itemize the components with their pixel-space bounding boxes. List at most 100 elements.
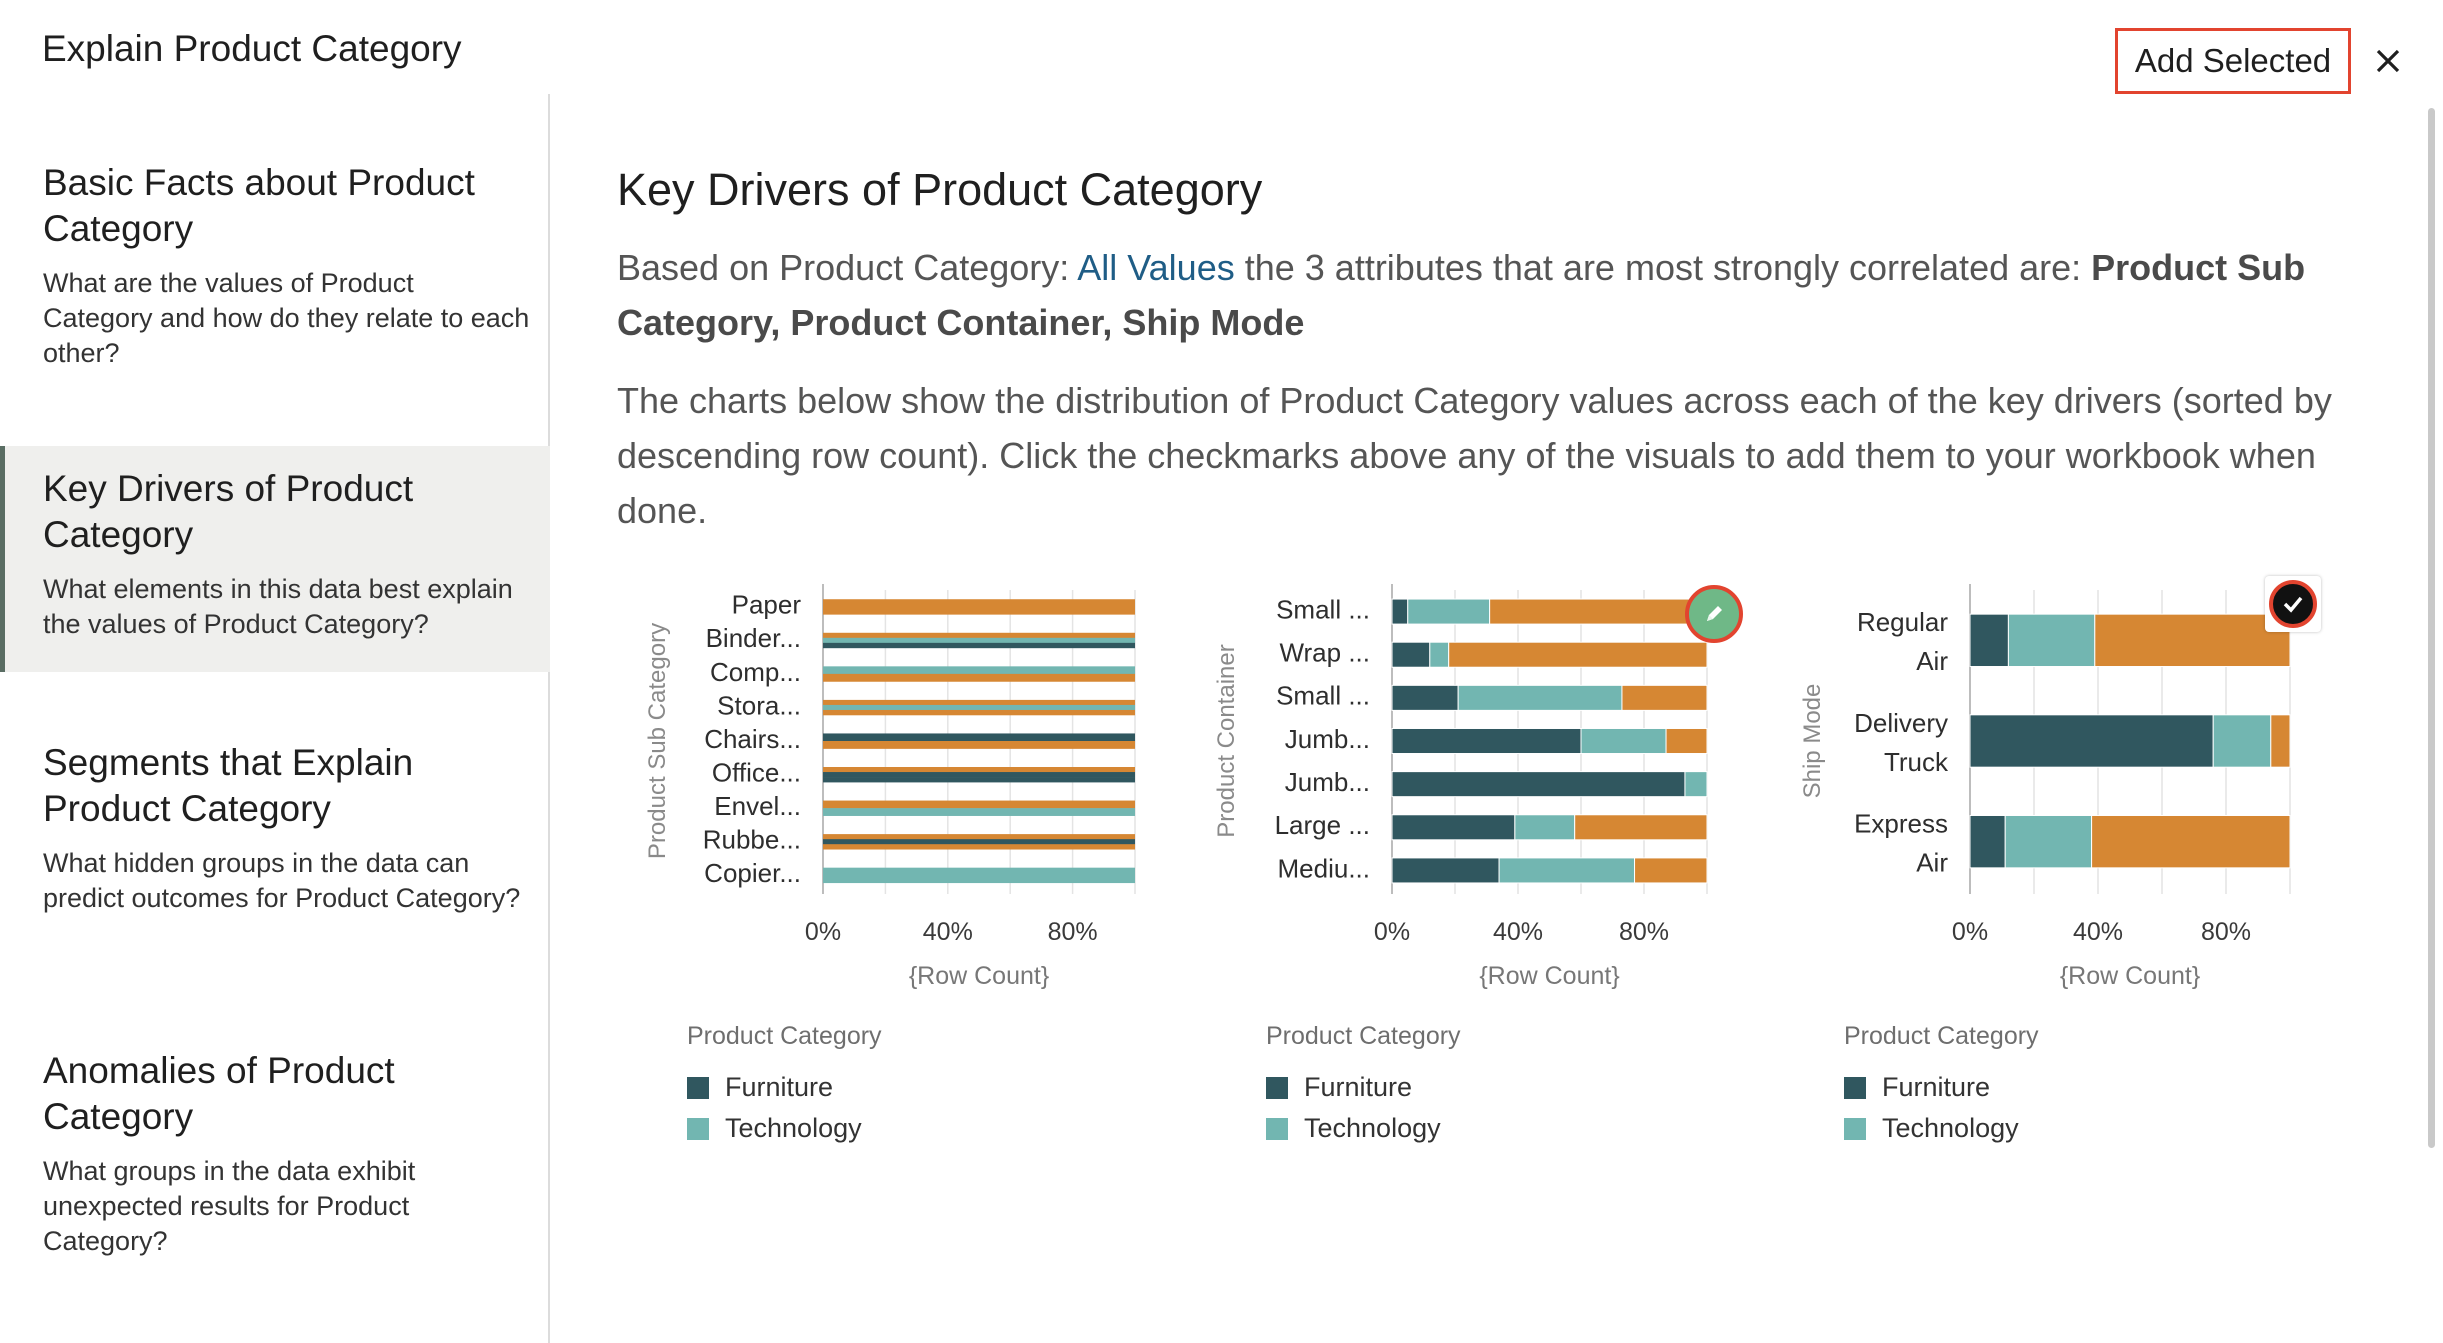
intro-middle: the 3 attributes that are most strongly … xyxy=(1234,247,2092,288)
category-label: Stora... xyxy=(717,690,801,720)
sidebar-item-anomalies[interactable]: Anomalies of Product Category What group… xyxy=(0,1048,550,1259)
scrollbar[interactable] xyxy=(2428,108,2435,1148)
category-label: Chairs... xyxy=(704,724,801,754)
sidebar-item-title: Basic Facts about Product Category xyxy=(43,162,475,249)
bar-segment xyxy=(823,844,1135,850)
x-tick-label: 80% xyxy=(1048,918,1098,946)
bar-segment xyxy=(1391,814,1516,841)
category-label: Envel... xyxy=(714,791,801,821)
edit-pencil-icon[interactable] xyxy=(1685,585,1743,643)
sidebar-item-basic-facts[interactable]: Basic Facts about Product Category What … xyxy=(0,160,550,371)
bar-segment xyxy=(823,767,1135,773)
bar-segment xyxy=(1665,727,1708,755)
legend-item-furniture[interactable]: Furniture xyxy=(1266,1067,1461,1108)
category-label: Small ... xyxy=(1276,594,1370,624)
category-label: Truck xyxy=(1884,747,1949,777)
legend-item-technology[interactable]: Technology xyxy=(1266,1108,1461,1149)
legend-label: Furniture xyxy=(1882,1072,1991,1102)
page-title: Key Drivers of Product Category xyxy=(617,164,1263,215)
category-label: Regular xyxy=(1857,607,1948,637)
bar-segment xyxy=(1489,598,1708,625)
bar-segment xyxy=(823,704,1135,711)
sidebar-item-segments[interactable]: Segments that Explain Product Category W… xyxy=(0,740,550,916)
bar-segment xyxy=(823,741,1135,749)
category-label: Jumb... xyxy=(1285,767,1370,797)
bar-segment xyxy=(2212,714,2272,768)
bar-segment xyxy=(1391,727,1582,755)
checkmark-icon[interactable] xyxy=(2269,580,2317,628)
bar-segment xyxy=(823,637,1135,644)
legend-item-technology[interactable]: Technology xyxy=(1844,1108,2039,1149)
x-tick-label: 80% xyxy=(2201,918,2251,946)
bar-segment xyxy=(823,642,1135,649)
bar-segment xyxy=(1429,641,1450,668)
bar-segment xyxy=(1580,727,1667,755)
bar-segment xyxy=(823,666,1135,675)
category-label: Air xyxy=(1916,848,1948,878)
checkmark-container[interactable] xyxy=(2265,576,2321,632)
legend-label: Technology xyxy=(725,1113,862,1143)
close-icon[interactable] xyxy=(2368,38,2408,84)
swatch xyxy=(1266,1076,1288,1099)
bar-segment xyxy=(2094,613,2291,668)
bar-segment xyxy=(1621,684,1708,711)
bar-segment xyxy=(1391,598,1409,625)
bar-segment xyxy=(1684,771,1708,798)
category-label: Express xyxy=(1854,809,1948,839)
bar-segment xyxy=(1574,814,1708,841)
legend: Product Category Furniture Technology xyxy=(1266,1022,1461,1149)
swatch xyxy=(687,1117,709,1140)
legend-item-technology[interactable]: Technology xyxy=(687,1108,882,1149)
swatch xyxy=(1844,1076,1866,1099)
sidebar-item-description: What are the values of Product Category … xyxy=(43,268,530,368)
sidebar-item-description: What hidden groups in the data can predi… xyxy=(43,848,521,913)
description-paragraph: The charts below show the distribution o… xyxy=(617,380,2332,531)
category-label: Jumb... xyxy=(1285,724,1370,754)
chart-product-container: Small ... Wrap ... Small ... Jumb... Jumb...… xyxy=(1213,570,1742,990)
bar-segment xyxy=(2007,613,2096,668)
legend-title: Product Category xyxy=(1844,1022,2039,1050)
category-label: Small ... xyxy=(1276,681,1370,711)
bar-segment xyxy=(823,772,1135,778)
bar-segment xyxy=(1391,857,1500,884)
category-label: Paper xyxy=(732,590,802,620)
bar-segment xyxy=(1634,857,1708,884)
bar-segment xyxy=(823,867,1135,884)
x-tick-label: 80% xyxy=(1619,918,1669,946)
legend-title: Product Category xyxy=(687,1022,882,1050)
x-axis-label: {Row Count} xyxy=(1479,962,1619,990)
legend-item-furniture[interactable]: Furniture xyxy=(687,1067,882,1108)
all-values-link[interactable]: All Values xyxy=(1077,247,1235,288)
y-axis-label: Ship Mode xyxy=(1799,684,1826,799)
x-axis-label: {Row Count} xyxy=(909,962,1049,990)
sidebar-item-description: What elements in this data best explain … xyxy=(43,574,513,639)
bar-segment xyxy=(1969,814,2006,869)
key-drivers-list: Product Sub Category, Product Container,… xyxy=(617,247,2306,343)
category-label: Office... xyxy=(712,757,801,787)
add-selected-button[interactable]: Add Selected xyxy=(2115,28,2351,94)
bar-segment xyxy=(823,599,1135,615)
bar-segment xyxy=(1391,771,1686,798)
bar-segment xyxy=(1457,684,1623,711)
sidebar-item-key-drivers[interactable]: Key Drivers of Product Category What ele… xyxy=(0,446,550,672)
x-tick-label: 0% xyxy=(805,918,841,946)
x-tick-label: 40% xyxy=(1493,918,1543,946)
legend-item-furniture[interactable]: Furniture xyxy=(1844,1067,2039,1108)
legend: Product Category Furniture Technology xyxy=(1844,1022,2039,1149)
bar-segment xyxy=(823,632,1135,639)
x-tick-label: 0% xyxy=(1952,918,1988,946)
sidebar-item-description: What groups in the data exhibit unexpect… xyxy=(43,1156,416,1256)
intro-prefix: Based on Product Category: xyxy=(617,247,1078,288)
legend: Product Category Furniture Technology xyxy=(687,1022,882,1149)
bar-segment xyxy=(823,699,1135,706)
chart-product-sub-category: Paper Binder... Comp... Stora... Chairs... Of… xyxy=(644,570,1165,990)
legend-label: Technology xyxy=(1882,1113,2019,1143)
legend-label: Furniture xyxy=(1304,1072,1413,1102)
bar-segment xyxy=(1391,641,1431,668)
y-axis-label: Product Container xyxy=(1213,644,1240,837)
sidebar: Basic Facts about Product Category What … xyxy=(0,94,550,1343)
swatch xyxy=(1266,1117,1288,1140)
bar-segment xyxy=(1969,613,2009,668)
bar-segment xyxy=(1391,684,1459,711)
bar-segment xyxy=(823,777,1135,783)
